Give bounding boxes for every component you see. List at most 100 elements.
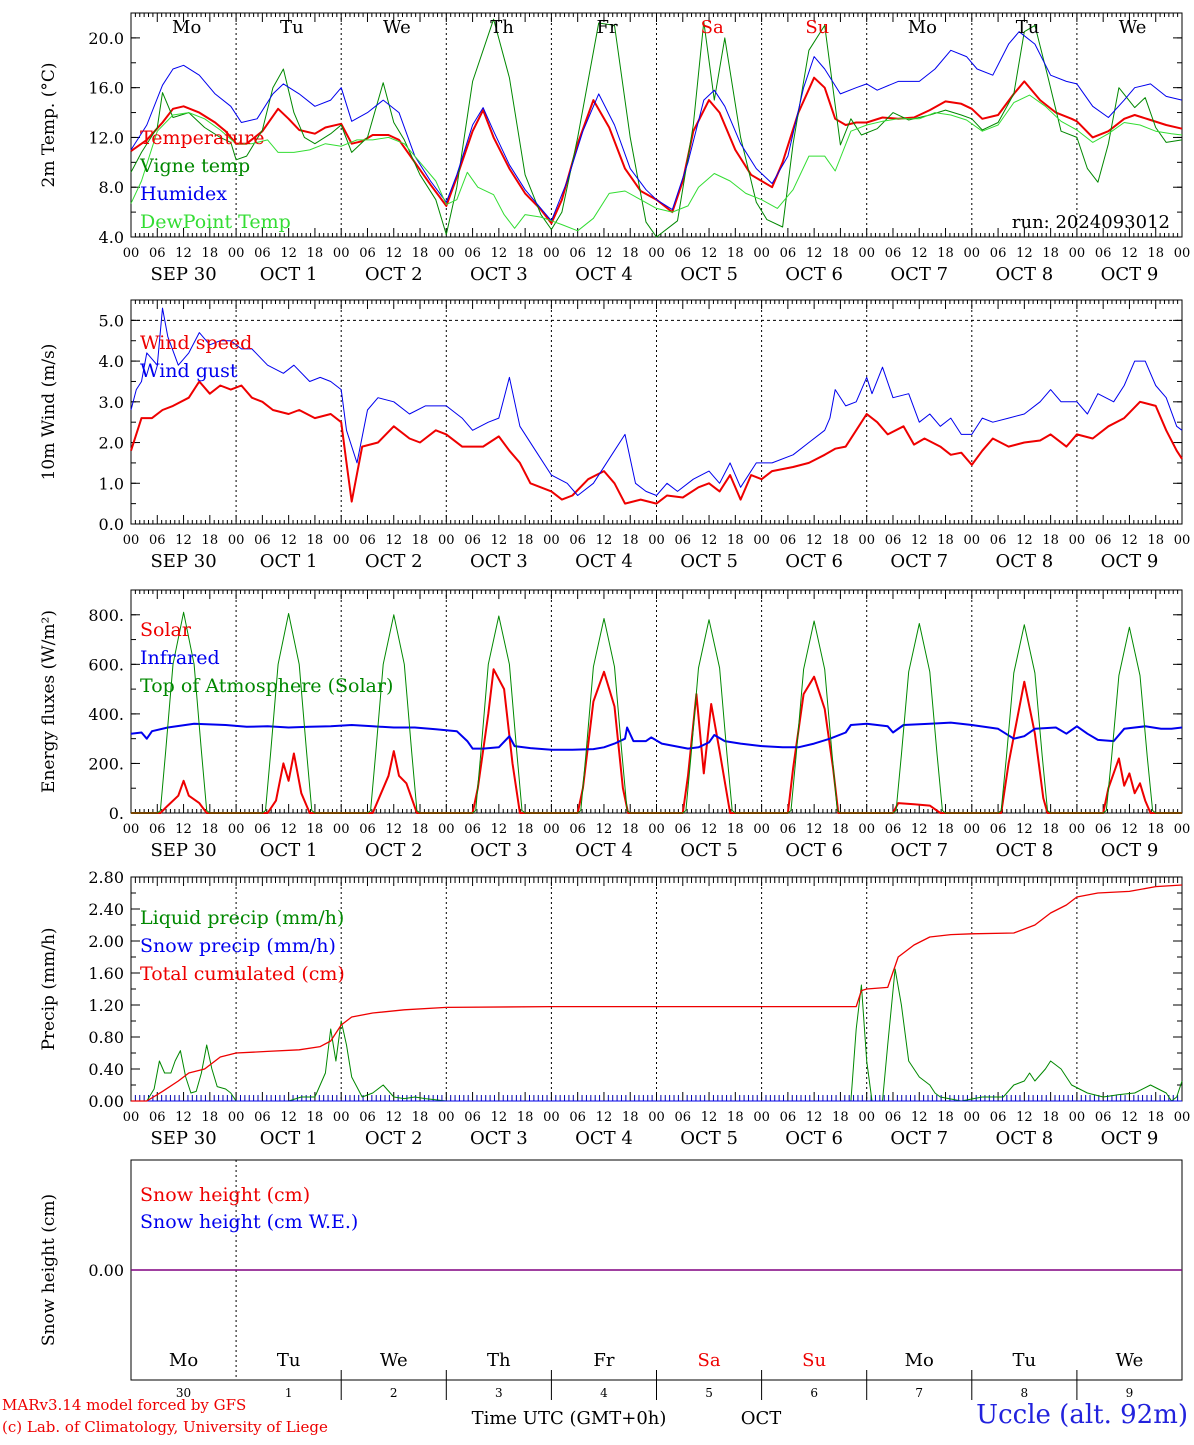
hour-tick-label: 00 xyxy=(543,1110,560,1125)
y-tick-label: 1.20 xyxy=(88,996,124,1015)
hour-tick-label: 00 xyxy=(333,246,350,261)
date-label: OCT 2 xyxy=(365,840,423,861)
hour-tick-label: 12 xyxy=(701,533,718,548)
hour-tick-label: 00 xyxy=(228,1110,245,1125)
hour-tick-label: 12 xyxy=(806,1110,823,1125)
hour-tick-label: 12 xyxy=(491,246,508,261)
date-label: OCT 6 xyxy=(785,551,843,572)
series-line-top-of-atmosphere-solar- xyxy=(131,611,1182,814)
hour-tick-label: 12 xyxy=(596,1110,613,1125)
hour-tick-label: 12 xyxy=(1016,1110,1033,1125)
date-label: OCT 5 xyxy=(680,551,738,572)
date-label: OCT 9 xyxy=(1101,551,1159,572)
lab-credit: (c) Lab. of Climatology, University of L… xyxy=(2,1418,328,1436)
hour-tick-label: 06 xyxy=(885,822,902,837)
hour-tick-label: 00 xyxy=(648,1110,665,1125)
hour-tick-label: 00 xyxy=(1174,246,1191,261)
hour-tick-label: 12 xyxy=(491,533,508,548)
date-label: OCT 3 xyxy=(470,840,528,861)
hour-tick-label: 12 xyxy=(385,822,402,837)
hour-tick-label: 12 xyxy=(280,246,297,261)
day-name-label: Sa xyxy=(698,1350,721,1371)
hour-tick-label: 00 xyxy=(228,533,245,548)
hour-tick-label: 06 xyxy=(569,822,586,837)
hour-tick-label: 18 xyxy=(622,246,639,261)
hour-tick-label: 18 xyxy=(517,533,534,548)
date-label: OCT 6 xyxy=(785,264,843,285)
day-number-label: 8 xyxy=(1021,1386,1029,1400)
hour-tick-label: 00 xyxy=(858,246,875,261)
hour-tick-label: 00 xyxy=(123,1110,140,1125)
hour-tick-label: 06 xyxy=(990,1110,1007,1125)
day-number-label: 3 xyxy=(495,1386,503,1400)
y-axis-label: Energy fluxes (W/m²) xyxy=(39,610,59,793)
hour-tick-label: 00 xyxy=(333,822,350,837)
hour-tick-label: 12 xyxy=(911,533,928,548)
legend-entry: Liquid precip (mm/h) xyxy=(140,907,344,929)
hour-tick-label: 00 xyxy=(858,1110,875,1125)
hour-tick-label: 18 xyxy=(1042,1110,1059,1125)
hour-tick-label: 18 xyxy=(832,1110,849,1125)
y-tick-label: 0.00 xyxy=(88,1261,124,1280)
day-name-label: Tu xyxy=(280,17,304,38)
hour-tick-label: 00 xyxy=(1174,1110,1191,1125)
legend-entry: Wind gust xyxy=(140,360,238,382)
hour-tick-label: 00 xyxy=(964,246,981,261)
y-tick-label: 0.0 xyxy=(99,515,124,534)
hour-tick-label: 18 xyxy=(307,1110,324,1125)
day-name-label: Th xyxy=(490,17,514,38)
legend-entry: Solar xyxy=(140,619,192,641)
y-axis-label: 2m Temp. (°C) xyxy=(39,62,59,187)
y-tick-label: 2.80 xyxy=(88,868,124,887)
y-tick-label: 600. xyxy=(88,655,124,674)
hour-tick-label: 06 xyxy=(780,246,797,261)
legend-entry: Temperature xyxy=(140,127,264,149)
day-number-label: 7 xyxy=(915,1386,923,1400)
hour-tick-label: 06 xyxy=(149,533,166,548)
time-axis-label: Time UTC (GMT+0h) xyxy=(472,1408,667,1429)
date-label: OCT 7 xyxy=(890,840,948,861)
hour-tick-label: 18 xyxy=(202,533,219,548)
hour-tick-label: 12 xyxy=(806,822,823,837)
hour-tick-label: 06 xyxy=(780,533,797,548)
hour-tick-label: 00 xyxy=(438,1110,455,1125)
hour-tick-label: 18 xyxy=(622,533,639,548)
day-name-label: Th xyxy=(487,1350,511,1371)
hour-tick-label: 12 xyxy=(1016,246,1033,261)
hour-tick-label: 00 xyxy=(543,246,560,261)
date-label: OCT 4 xyxy=(575,840,633,861)
date-label: OCT 5 xyxy=(680,264,738,285)
hour-tick-label: 06 xyxy=(569,246,586,261)
legend-entry: Snow precip (mm/h) xyxy=(140,935,336,957)
hour-tick-label: 18 xyxy=(937,1110,954,1125)
series-line-wind-gust xyxy=(130,307,1183,496)
hour-tick-label: 18 xyxy=(727,533,744,548)
hour-tick-label: 12 xyxy=(175,533,192,548)
day-name-label: We xyxy=(1116,1350,1144,1371)
day-name-label: We xyxy=(1119,17,1147,38)
hour-tick-label: 12 xyxy=(911,1110,928,1125)
hour-tick-label: 18 xyxy=(832,822,849,837)
hour-tick-label: 00 xyxy=(753,533,770,548)
y-tick-label: 400. xyxy=(88,705,124,724)
hour-tick-label: 18 xyxy=(412,1110,429,1125)
hour-tick-label: 06 xyxy=(464,246,481,261)
hour-tick-label: 18 xyxy=(1147,822,1164,837)
hour-tick-label: 06 xyxy=(254,822,271,837)
hour-tick-label: 00 xyxy=(228,246,245,261)
model-credit: MARv3.14 model forced by GFS xyxy=(2,1396,247,1414)
hour-tick-label: 12 xyxy=(1016,822,1033,837)
hour-tick-label: 00 xyxy=(1069,246,1086,261)
hour-tick-label: 18 xyxy=(622,1110,639,1125)
hour-tick-label: 00 xyxy=(858,822,875,837)
hour-tick-label: 12 xyxy=(175,1110,192,1125)
date-label: SEP 30 xyxy=(150,840,216,861)
hour-tick-label: 06 xyxy=(359,246,376,261)
legend-entry: Top of Atmosphere (Solar) xyxy=(140,675,393,697)
day-name-label: Mo xyxy=(905,1350,934,1371)
series-line-humidex xyxy=(130,31,1183,222)
date-label: OCT 9 xyxy=(1101,1128,1159,1149)
hour-tick-label: 06 xyxy=(885,533,902,548)
hour-tick-label: 00 xyxy=(228,822,245,837)
hour-tick-label: 00 xyxy=(964,1110,981,1125)
